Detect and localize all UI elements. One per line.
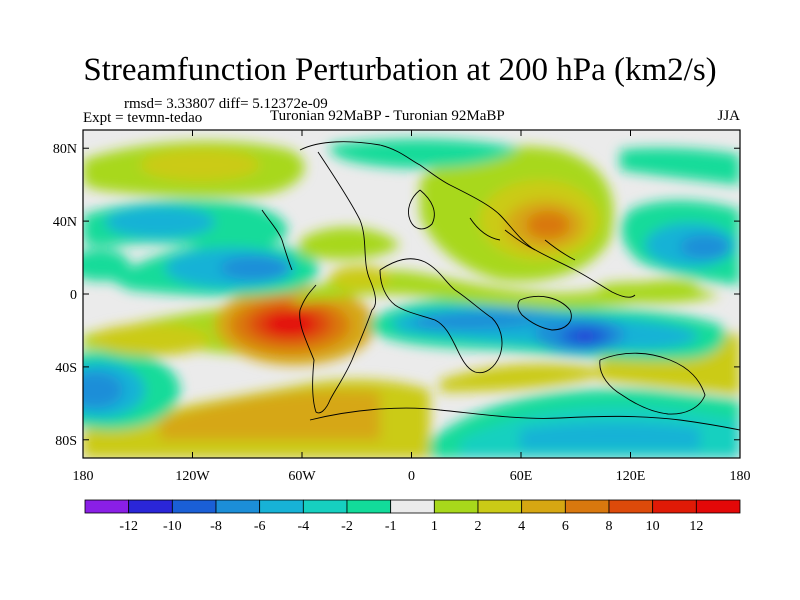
colorbar-swatch (695, 499, 741, 514)
anomaly-negative (680, 235, 730, 259)
coastline (517, 296, 572, 331)
lat-tick-label: 80N (53, 142, 77, 157)
anomaly-positive (290, 270, 700, 309)
anomaly-positive (330, 266, 390, 290)
lon-tick-label: 60W (288, 469, 316, 484)
anomaly-negative (520, 422, 700, 450)
lon-tick-label: 120W (175, 469, 210, 484)
coastline (379, 258, 503, 374)
colorbar-label: 6 (562, 519, 569, 534)
coastline (408, 189, 435, 230)
anomaly-positive (526, 211, 570, 239)
colorbar-label: 1 (431, 519, 438, 534)
anomaly-positive (160, 390, 380, 440)
colorbar-label: -12 (119, 519, 138, 534)
coastline (299, 141, 636, 298)
season-label: JJA (717, 108, 740, 124)
experiment-line: Expt = tevmn-tedao (83, 110, 203, 126)
colorbar-label: -4 (297, 519, 309, 534)
coastline (309, 407, 740, 431)
lon-tick-label: 180 (730, 469, 751, 484)
lon-tick-label: 0 (408, 469, 415, 484)
anomaly-negative (577, 333, 593, 341)
anomaly-negative (620, 147, 740, 185)
lat-tick-label: 0 (70, 288, 77, 303)
lat-tick-label: 40N (53, 215, 77, 230)
coastline (299, 151, 377, 414)
colorbar-label: 2 (475, 519, 482, 534)
colorbar-label: 4 (518, 519, 525, 534)
anomaly-positive (440, 363, 620, 392)
anomaly-negative (83, 372, 123, 408)
map-field (83, 130, 740, 458)
colorbar-swatch (302, 499, 348, 514)
comparison-line: Turonian 92MaBP - Turonian 92MaBP (270, 108, 505, 124)
anomaly-negative (410, 311, 560, 330)
colorbar-label: -6 (254, 519, 266, 534)
colorbar-label: 10 (646, 519, 660, 534)
anomaly-positive (264, 312, 316, 336)
lon-tick-label: 60E (510, 469, 533, 484)
colorbar: -12 -10 -8 -6 -4 -2 -1 1 2 4 6 8 10 12 (84, 499, 741, 534)
anomaly-negative (83, 249, 130, 281)
colorbar-swatch (521, 499, 566, 514)
colorbar-label: -8 (210, 519, 222, 534)
colorbar-swatch (215, 499, 261, 514)
colorbar-swatch (477, 499, 523, 514)
colorbar-label: -10 (163, 519, 182, 534)
anomaly-negative (220, 256, 290, 280)
anomaly-positive (600, 282, 720, 304)
lon-tick-label: 180 (73, 469, 94, 484)
stats-line: rmsd= 3.33807 diff= 5.12372e-09 (124, 96, 328, 112)
colorbar-swatch (564, 499, 610, 514)
coastline (599, 352, 706, 415)
anomaly-positive (90, 324, 210, 356)
coastlines (261, 141, 740, 431)
colorbar-swatch (346, 499, 392, 514)
lat-tick-label: 80S (55, 434, 77, 449)
anomaly-positive (300, 227, 400, 260)
colorbar-swatch (84, 499, 130, 514)
colorbar-swatch (171, 499, 217, 514)
colorbar-swatch (390, 499, 435, 514)
colorbar-swatch (652, 499, 697, 514)
lat-tick-label: 40S (55, 361, 77, 376)
anomaly-negative (105, 206, 215, 238)
colorbar-label: -1 (385, 519, 397, 534)
colorbar-label: 12 (689, 519, 703, 534)
colorbar-label: 8 (606, 519, 613, 534)
colorbar-swatch (608, 499, 654, 514)
coastline (261, 209, 293, 271)
lon-tick-label: 120E (616, 469, 646, 484)
colorbar-label: -2 (341, 519, 353, 534)
colorbar-swatch (259, 499, 304, 514)
anomaly-negative (330, 138, 520, 169)
longitude-ticks: 180 120W 60W 0 60E 120E 180 (73, 130, 751, 484)
plot-title: Streamfunction Perturbation at 200 hPa (… (83, 52, 717, 88)
colorbar-swatch (128, 499, 173, 514)
anomaly-positive (140, 149, 260, 181)
coastline (469, 217, 576, 261)
colorbar-swatch (433, 499, 479, 514)
latitude-ticks: 80N 40N 0 40S 80S (53, 142, 740, 449)
